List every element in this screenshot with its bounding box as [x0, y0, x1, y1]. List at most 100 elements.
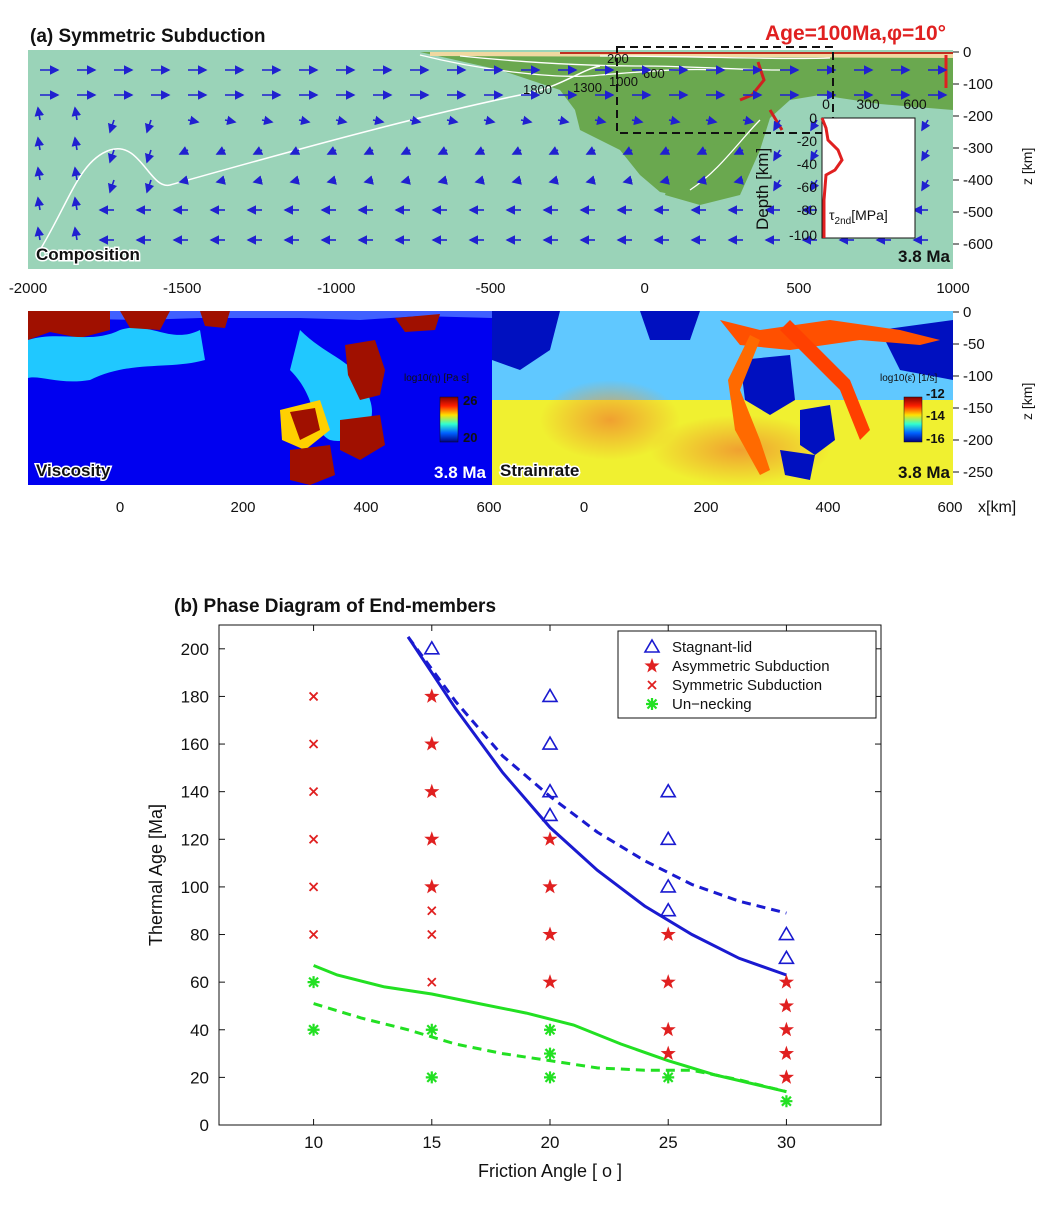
- velocity-arrow: [810, 179, 820, 192]
- velocity-arrow: [144, 179, 155, 194]
- x-tick-label: 20: [541, 1133, 560, 1152]
- strainrate-lid: [640, 311, 700, 340]
- strainrate-colorbar-tick: -14: [926, 408, 946, 423]
- y-tick-label: 180: [181, 687, 209, 706]
- velocity-arrows: [34, 65, 948, 245]
- data-point: [659, 878, 677, 893]
- inset-y-tick: -100: [789, 227, 817, 243]
- data-point: [542, 926, 558, 941]
- viscosity-slab-glow: [290, 330, 372, 441]
- velocity-arrow: [178, 146, 190, 155]
- velocity-arrow: [252, 175, 263, 185]
- lithosphere-shape: [420, 52, 953, 200]
- velocity-arrow: [107, 149, 118, 164]
- legend-marker: [644, 658, 660, 673]
- legend-label: Asymmetric Subduction: [672, 658, 830, 675]
- data-point: [778, 1021, 794, 1037]
- data-point: [424, 783, 440, 799]
- velocity-arrow: [437, 175, 448, 185]
- velocity-arrow: [34, 106, 45, 121]
- strainrate-warm: [540, 380, 680, 460]
- y-tick-label: 80: [190, 926, 209, 945]
- x-ticks-zoom: 0 200 400 600 0 200 400 600: [116, 499, 963, 516]
- legend-label: Symmetric Subduction: [672, 677, 822, 694]
- legend-label: Un−necking: [672, 696, 752, 713]
- inset-y-tick: -80: [797, 202, 817, 218]
- velocity-arrow: [520, 115, 533, 126]
- strainrate-slab-core: [780, 450, 815, 480]
- y-axis-label: Thermal Age [Ma]: [146, 804, 166, 946]
- inset-y-tick: -20: [797, 133, 817, 149]
- zoom-x-tick-label: 600: [476, 499, 501, 516]
- data-point: [778, 998, 794, 1013]
- velocity-arrow: [733, 175, 744, 185]
- velocity-arrow: [71, 106, 82, 121]
- velocity-arrow: [107, 179, 118, 194]
- velocity-arrow: [224, 115, 237, 126]
- x-unit-label: x[km]: [978, 499, 1016, 516]
- boundary-line: [313, 1002, 787, 1094]
- x-axis-label: Friction Angle [ o ]: [478, 1161, 622, 1181]
- velocity-arrow: [400, 175, 411, 185]
- composition-label: Composition: [36, 245, 140, 264]
- velocity-arrow: [400, 146, 412, 155]
- velocity-arrow: [372, 115, 385, 126]
- zoom-x-tick-label: 200: [693, 499, 718, 516]
- data-point: [660, 926, 676, 941]
- inset-stress-profile: [821, 117, 916, 239]
- data-point: [307, 1023, 320, 1036]
- inset-y-label: Depth [km]: [753, 148, 772, 230]
- velocity-arrow: [437, 146, 449, 155]
- velocity-arrow: [474, 175, 485, 185]
- data-point: [427, 977, 437, 987]
- x-tick-label: 1000: [936, 280, 969, 297]
- data-point: [541, 687, 559, 703]
- z-tick-label: -500: [963, 204, 993, 221]
- chart-points: [307, 640, 795, 1108]
- velocity-arrow: [511, 175, 522, 185]
- data-point: [425, 1023, 438, 1036]
- data-point: [427, 929, 437, 940]
- data-point: [662, 1071, 675, 1084]
- panel-b-title: (b) Phase Diagram of End-members: [174, 596, 496, 617]
- inset-y-tick: -40: [797, 156, 817, 172]
- y-tick-label: 120: [181, 830, 209, 849]
- velocity-arrow: [705, 115, 718, 126]
- legend-items: Stagnant-lid Asymmetric Subduction Symmetr…: [643, 638, 830, 713]
- velocity-arrow: [409, 115, 422, 126]
- z-tick-label: -600: [963, 236, 993, 253]
- data-point: [425, 1071, 438, 1084]
- velocity-arrow: [548, 175, 559, 185]
- viscosity-lid-left: [28, 311, 110, 340]
- velocity-arrow: [215, 146, 227, 155]
- velocity-arrow: [289, 146, 301, 155]
- velocity-arrow: [34, 166, 45, 181]
- velocity-arrow: [594, 115, 607, 126]
- velocity-arrow: [557, 115, 570, 126]
- strainrate-colorbar-tick: -16: [926, 431, 945, 446]
- zoom-z-tick-label: -150: [963, 400, 993, 417]
- legend: [617, 630, 877, 719]
- y-tick-label: 160: [181, 735, 209, 754]
- velocity-arrow: [668, 115, 681, 126]
- velocity-arrow: [585, 175, 596, 185]
- viscosity-lid-right: [395, 314, 440, 332]
- data-point: [778, 925, 795, 941]
- velocity-arrow: [178, 175, 189, 185]
- data-point: [660, 974, 676, 989]
- isotherm-1000: [459, 55, 781, 71]
- velocity-arrow: [71, 166, 82, 181]
- composition-time: 3.8 Ma: [898, 247, 951, 266]
- y-tick-label: 200: [181, 640, 209, 659]
- velocity-arrow: [107, 119, 118, 134]
- strainrate-label: Strainrate: [500, 461, 579, 480]
- velocity-arrow: [335, 115, 348, 126]
- data-point: [541, 735, 559, 750]
- data-point: [308, 691, 319, 702]
- data-point: [308, 929, 319, 940]
- isotherm-label: 600: [643, 66, 665, 81]
- velocity-arrow: [921, 149, 931, 162]
- velocity-arrow: [696, 146, 708, 155]
- zoom-z-tick-label: 0: [963, 304, 971, 321]
- inset-x-tick: 300: [856, 96, 880, 112]
